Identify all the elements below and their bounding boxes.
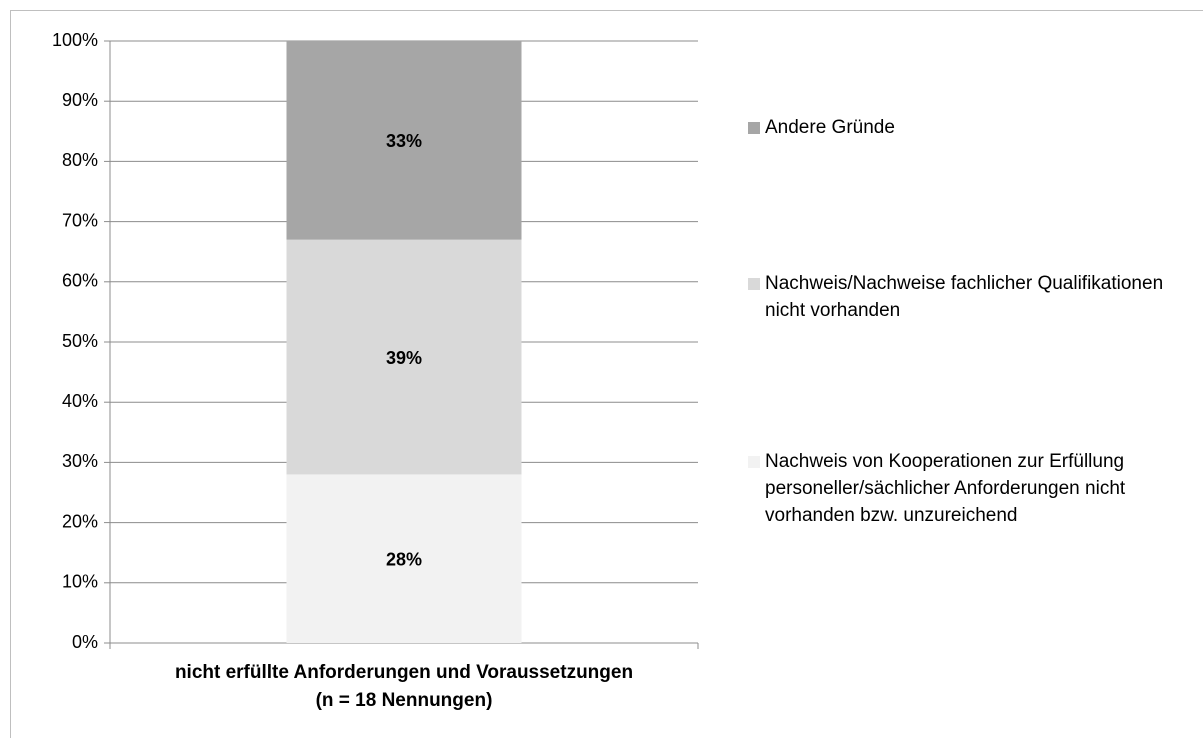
y-tick-label: 0%: [72, 632, 98, 652]
y-tick-label: 100%: [52, 30, 98, 50]
legend-label: Nachweis von Kooperationen zur Erfüllung…: [765, 451, 1126, 526]
legend-label-box: Nachweis/Nachweise fachlicher Qualifikat…: [765, 273, 1164, 321]
data-label: 39%: [386, 348, 422, 368]
y-tick-label: 80%: [62, 150, 98, 170]
legend-swatch: [748, 456, 760, 468]
y-tick-label: 30%: [62, 451, 98, 471]
y-tick-label: 60%: [62, 271, 98, 291]
y-tick-label: 90%: [62, 90, 98, 110]
chart-frame: [10, 10, 1203, 738]
legend-swatch: [748, 278, 760, 290]
y-tick-label: 70%: [62, 210, 98, 230]
y-tick-label: 40%: [62, 391, 98, 411]
bar-segment: [286, 239, 522, 475]
data-label: 28%: [386, 549, 422, 569]
y-tick-label: 20%: [62, 511, 98, 531]
legend-swatch: [748, 122, 760, 134]
legend-label-box: Nachweis von Kooperationen zur Erfüllung…: [765, 451, 1126, 526]
y-tick-label: 50%: [62, 331, 98, 351]
bar-segment: [286, 474, 522, 643]
data-label: 33%: [386, 131, 422, 151]
legend-label: Nachweis/Nachweise fachlicher Qualifikat…: [765, 273, 1164, 321]
legend-label-box: Andere Gründe: [765, 117, 895, 138]
y-tick-label: 10%: [62, 572, 98, 592]
bar-segment: [286, 41, 522, 240]
x-tick-label-box: nicht erfüllte Anforderungen und Vorauss…: [174, 662, 634, 711]
legend-label: Andere Gründe: [765, 117, 895, 138]
x-tick-label: nicht erfüllte Anforderungen und Vorauss…: [174, 662, 634, 711]
